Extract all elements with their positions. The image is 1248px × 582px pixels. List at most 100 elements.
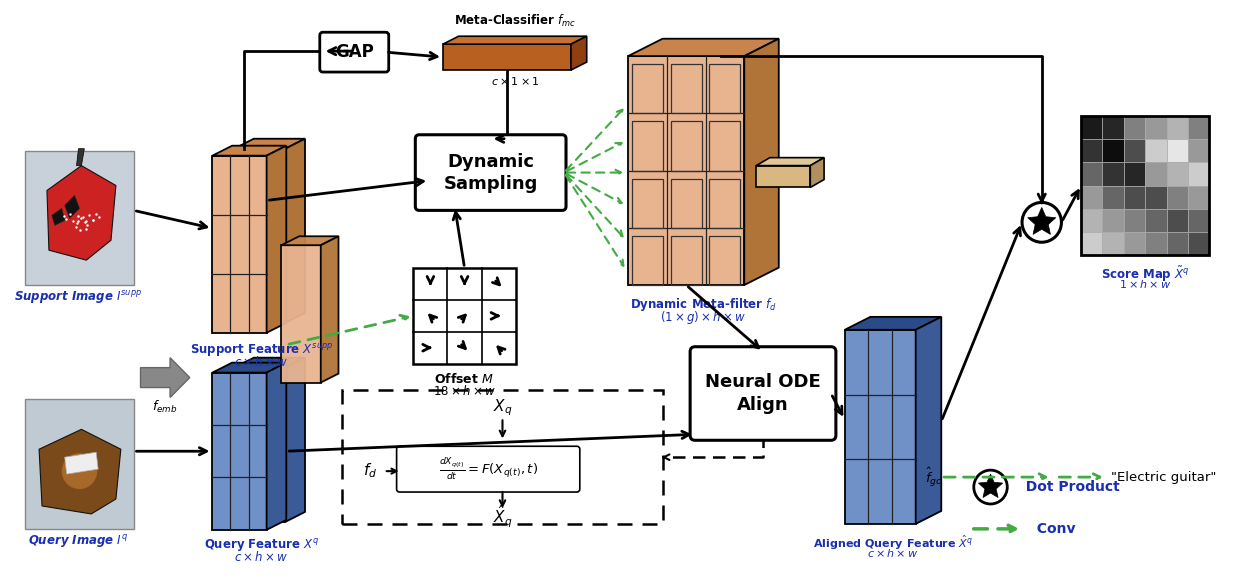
Polygon shape: [756, 158, 824, 166]
Bar: [631, 121, 663, 171]
Bar: [1188, 139, 1209, 162]
Bar: [1081, 232, 1102, 255]
Polygon shape: [321, 236, 338, 382]
Text: Align: Align: [738, 396, 789, 414]
Bar: [1102, 209, 1123, 232]
Text: GAP: GAP: [334, 43, 373, 61]
Bar: [1123, 139, 1146, 162]
Bar: [1167, 139, 1188, 162]
Text: Score Map $\tilde{X}^q$: Score Map $\tilde{X}^q$: [1101, 265, 1189, 285]
Bar: [1081, 186, 1102, 209]
Polygon shape: [212, 363, 286, 372]
Text: $\hat{X}_q$: $\hat{X}_q$: [493, 503, 512, 530]
Polygon shape: [235, 358, 305, 368]
Bar: [1146, 116, 1167, 139]
Text: Dynamic Meta-filter $f_d$: Dynamic Meta-filter $f_d$: [630, 296, 778, 313]
Bar: [25, 151, 134, 285]
Bar: [710, 236, 740, 285]
Polygon shape: [978, 474, 1002, 498]
FancyBboxPatch shape: [690, 347, 836, 441]
Text: Sampling: Sampling: [443, 175, 538, 193]
Text: $c \times h \times w$: $c \times h \times w$: [235, 354, 288, 368]
Bar: [1081, 209, 1102, 232]
Polygon shape: [235, 139, 305, 148]
Polygon shape: [443, 36, 587, 44]
Polygon shape: [756, 166, 810, 187]
Bar: [670, 121, 701, 171]
Text: Dynamic: Dynamic: [447, 152, 534, 171]
Polygon shape: [916, 317, 941, 524]
Polygon shape: [212, 155, 267, 333]
Bar: [1167, 116, 1188, 139]
Polygon shape: [212, 146, 286, 155]
Polygon shape: [76, 148, 85, 166]
Polygon shape: [628, 39, 779, 56]
Polygon shape: [212, 372, 267, 530]
Polygon shape: [744, 39, 779, 285]
Bar: [1188, 232, 1209, 255]
Polygon shape: [141, 358, 190, 398]
Bar: [1167, 232, 1188, 255]
Bar: [1188, 162, 1209, 186]
Text: Query Image $I^q$: Query Image $I^q$: [29, 533, 129, 551]
Polygon shape: [47, 166, 116, 260]
Circle shape: [61, 453, 97, 489]
Bar: [1123, 186, 1146, 209]
Polygon shape: [810, 158, 824, 187]
Bar: [1146, 186, 1167, 209]
Bar: [1188, 209, 1209, 232]
Bar: [631, 236, 663, 285]
Text: Conv: Conv: [1027, 522, 1076, 536]
Text: $X_q$: $X_q$: [493, 397, 512, 418]
Bar: [1123, 116, 1146, 139]
Bar: [710, 179, 740, 228]
Polygon shape: [235, 368, 286, 522]
Polygon shape: [845, 317, 941, 330]
Polygon shape: [281, 236, 338, 245]
Text: $\hat{f}_{gc}$: $\hat{f}_{gc}$: [925, 466, 942, 489]
Polygon shape: [443, 44, 570, 70]
FancyBboxPatch shape: [397, 446, 580, 492]
Text: $f_{emb}$: $f_{emb}$: [152, 399, 178, 416]
Bar: [1146, 162, 1167, 186]
Bar: [1167, 186, 1188, 209]
Polygon shape: [65, 452, 99, 474]
Bar: [1102, 186, 1123, 209]
Polygon shape: [52, 208, 65, 225]
Text: $18 \times h \times w$: $18 \times h \times w$: [433, 384, 495, 398]
Bar: [1146, 209, 1167, 232]
Polygon shape: [235, 148, 286, 323]
Bar: [631, 64, 663, 113]
Bar: [710, 64, 740, 113]
Polygon shape: [628, 56, 744, 285]
Text: Meta-Classifier $f_{mc}$: Meta-Classifier $f_{mc}$: [454, 13, 575, 29]
Bar: [1146, 232, 1167, 255]
Text: Support Feature $X^{supp}$: Support Feature $X^{supp}$: [190, 342, 333, 359]
Text: $f_d$: $f_d$: [363, 462, 377, 481]
Bar: [1167, 162, 1188, 186]
Polygon shape: [286, 358, 305, 522]
Bar: [710, 121, 740, 171]
Bar: [1102, 232, 1123, 255]
Bar: [631, 179, 663, 228]
Polygon shape: [267, 363, 286, 530]
Text: $\frac{dX_{q(t)}}{dt} = F(X_{q(t)}, t)$: $\frac{dX_{q(t)}}{dt} = F(X_{q(t)}, t)$: [438, 457, 538, 482]
Text: $1 \times h \times w$: $1 \times h \times w$: [1119, 278, 1172, 290]
Text: Query Feature $X^q$: Query Feature $X^q$: [203, 537, 319, 554]
Bar: [1123, 162, 1146, 186]
Polygon shape: [65, 196, 80, 218]
Circle shape: [1022, 203, 1062, 242]
Text: Neural ODE: Neural ODE: [705, 372, 821, 391]
Bar: [1146, 139, 1167, 162]
Bar: [1102, 116, 1123, 139]
Bar: [413, 268, 515, 364]
Text: Support Image $I^{supp}$: Support Image $I^{supp}$: [15, 289, 142, 307]
Text: $c \times h \times w$: $c \times h \times w$: [235, 550, 288, 564]
Bar: [1123, 232, 1146, 255]
Bar: [1167, 209, 1188, 232]
Polygon shape: [286, 139, 305, 323]
Bar: [1188, 116, 1209, 139]
Bar: [670, 64, 701, 113]
Bar: [1102, 139, 1123, 162]
Bar: [1123, 209, 1146, 232]
